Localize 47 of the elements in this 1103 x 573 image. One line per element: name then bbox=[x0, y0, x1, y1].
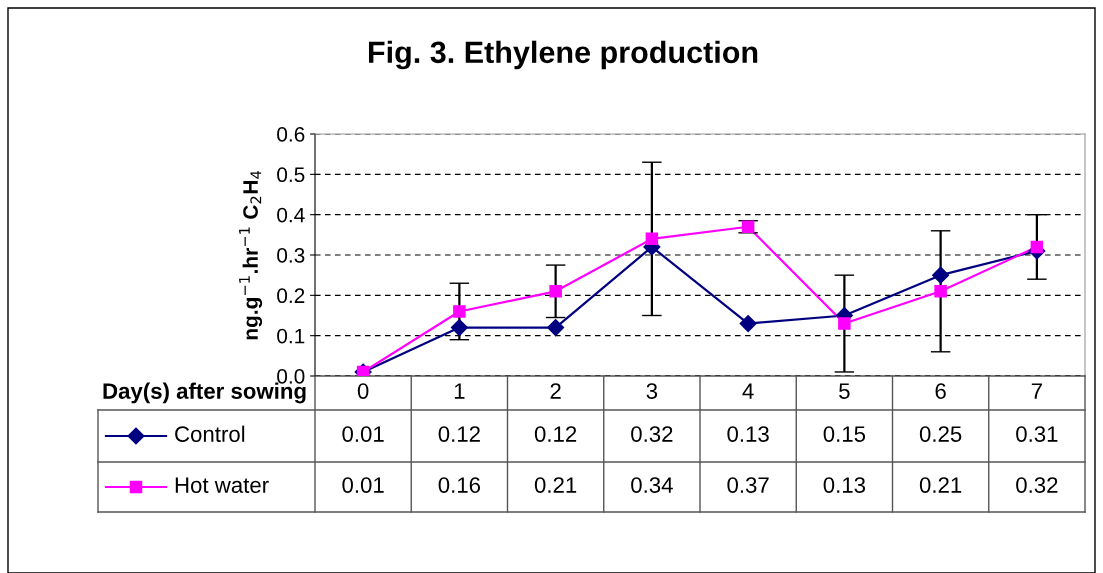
point bbox=[1030, 240, 1044, 254]
x-tick-label: 6 bbox=[935, 383, 946, 399]
data-label: 0.37 bbox=[727, 477, 769, 493]
data-label: 0.32 bbox=[631, 426, 673, 442]
x-tick-label: 1 bbox=[454, 383, 465, 399]
data-label: 0.32 bbox=[1016, 477, 1058, 493]
point bbox=[934, 285, 947, 298]
y-axis-title: ng.g$^{−1}$.hr$^{−1}$ C$_{2}$H$_{4}$ bbox=[239, 170, 263, 340]
data-label: 0.12 bbox=[438, 426, 480, 442]
point bbox=[549, 285, 562, 298]
legend-label: Hot water bbox=[175, 477, 269, 493]
y-tick-label: 0.0 bbox=[277, 369, 305, 384]
data-label: 0.12 bbox=[534, 426, 577, 442]
point bbox=[838, 317, 851, 330]
y-tick-label: 0.1 bbox=[277, 328, 305, 344]
data-label: 0.34 bbox=[631, 477, 673, 493]
y-tick-label: 0.3 bbox=[277, 248, 305, 263]
data-label: 0.15 bbox=[823, 426, 866, 442]
point bbox=[739, 315, 757, 333]
point bbox=[645, 232, 659, 246]
x-tick-label: 3 bbox=[646, 383, 658, 399]
point bbox=[450, 319, 468, 337]
y-tick-label: 0.4 bbox=[277, 207, 305, 223]
data-label: 0.01 bbox=[342, 426, 384, 442]
data-label: 0.01 bbox=[342, 477, 384, 493]
point bbox=[453, 305, 466, 318]
x-tick-label: 4 bbox=[742, 383, 754, 399]
data-label: 0.13 bbox=[823, 477, 866, 493]
point bbox=[547, 319, 565, 337]
x-tick-label: 0 bbox=[357, 383, 369, 399]
x-tick-label: 7 bbox=[1031, 383, 1042, 399]
point bbox=[741, 220, 755, 234]
y-tick-label: 0.2 bbox=[277, 288, 305, 304]
y-tick-label: 0.6 bbox=[277, 127, 305, 142]
point bbox=[932, 266, 950, 284]
x-tick-label: 5 bbox=[839, 383, 850, 399]
data-label: 0.13 bbox=[727, 426, 769, 442]
x-tick-label: 2 bbox=[550, 383, 561, 399]
data-label: 0.21 bbox=[534, 477, 577, 493]
data-label: 0.21 bbox=[919, 477, 962, 493]
chart-title: Fig. 3. Ethylene production bbox=[368, 40, 758, 70]
data-label: 0.16 bbox=[438, 477, 481, 493]
y-tick-label: 0.5 bbox=[277, 167, 305, 183]
legend-label: Control bbox=[175, 425, 245, 442]
data-label: 0.31 bbox=[1016, 426, 1058, 442]
x-axis-title: Day(s) after sowing bbox=[103, 382, 306, 404]
data-label: 0.25 bbox=[919, 426, 962, 442]
